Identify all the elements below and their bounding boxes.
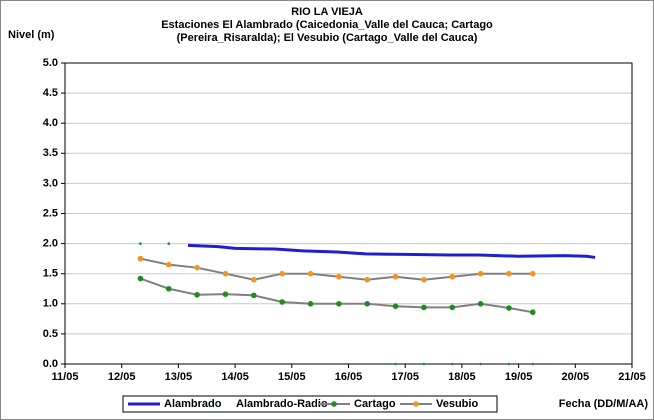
point: [477, 301, 484, 307]
legend-label: Cartago: [354, 398, 396, 410]
point: [449, 304, 456, 311]
legend-label: Alambrado-Radio: [236, 398, 328, 410]
chart-title: RIO LA VIEJA: [291, 6, 363, 18]
point: [477, 270, 484, 277]
point: [194, 291, 200, 298]
legend-marker: [413, 401, 419, 407]
x-tick-label: 15/05: [278, 371, 306, 383]
point: [279, 299, 285, 305]
point: [167, 242, 171, 245]
x-tick-label: 19/05: [505, 371, 533, 383]
point: [506, 305, 512, 311]
plot-border: [64, 62, 633, 365]
legend-label: Alambrado: [164, 398, 222, 410]
point: [139, 242, 142, 245]
y-tick-label: 0.5: [43, 328, 58, 340]
y-tick-label: 0.0: [43, 358, 58, 370]
point: [364, 276, 371, 283]
point: [251, 276, 257, 283]
y-tick-label: 5.0: [43, 57, 58, 69]
x-tick-label: 11/05: [52, 371, 79, 383]
series-line: [187, 243, 596, 259]
point: [394, 362, 397, 366]
point: [165, 285, 172, 292]
point: [364, 301, 371, 307]
point: [336, 273, 342, 280]
y-tick-label: 1.5: [43, 268, 58, 280]
point: [392, 273, 399, 280]
x-axis-label: Fecha (DD/M/AA): [559, 398, 649, 410]
chart-title: Estaciones El Alambrado (Caicedonia_Vall…: [161, 19, 493, 31]
legend-marker: [214, 402, 218, 406]
y-tick-label: 4.0: [43, 117, 58, 129]
point: [531, 362, 535, 366]
x-tick-label: 14/05: [221, 371, 249, 383]
x-tick-label: 21/05: [618, 371, 646, 383]
point: [165, 261, 172, 268]
point: [421, 304, 427, 311]
point: [194, 264, 200, 271]
point: [450, 362, 454, 366]
legend-marker: [331, 401, 337, 407]
point: [336, 301, 342, 307]
x-tick-label: 18/05: [448, 371, 476, 383]
point: [529, 309, 536, 316]
point: [529, 270, 536, 277]
point: [251, 292, 257, 299]
point: [479, 362, 482, 366]
legend-box: [122, 395, 498, 413]
legend-label: Vesubio: [436, 398, 478, 410]
x-tick-label: 12/05: [108, 371, 136, 383]
point: [507, 362, 511, 366]
x-tick-label: 13/05: [165, 371, 193, 383]
x-tick-label: 20/05: [562, 371, 590, 383]
point: [222, 270, 229, 277]
point: [392, 303, 399, 310]
y-axis-label: Nivel (m): [8, 29, 55, 41]
y-tick-label: 3.5: [43, 147, 58, 159]
point: [422, 362, 426, 366]
point: [449, 273, 456, 280]
point: [279, 270, 285, 277]
y-tick-label: 4.5: [43, 87, 58, 99]
x-tick-label: 17/05: [391, 371, 419, 383]
y-tick-label: 3.0: [43, 177, 58, 189]
y-tick-label: 2.5: [43, 207, 58, 219]
point: [506, 270, 512, 277]
y-tick-label: 2.0: [43, 238, 58, 250]
y-tick-label: 1.0: [43, 298, 58, 310]
point: [307, 270, 314, 277]
point: [222, 291, 229, 297]
x-tick-label: 16/05: [335, 371, 363, 383]
point: [137, 275, 144, 282]
point: [307, 301, 314, 307]
point: [137, 255, 144, 262]
point: [421, 276, 427, 283]
chart-title: (Pereira_Risaralda); El Vesubio (Cartago…: [177, 32, 478, 44]
